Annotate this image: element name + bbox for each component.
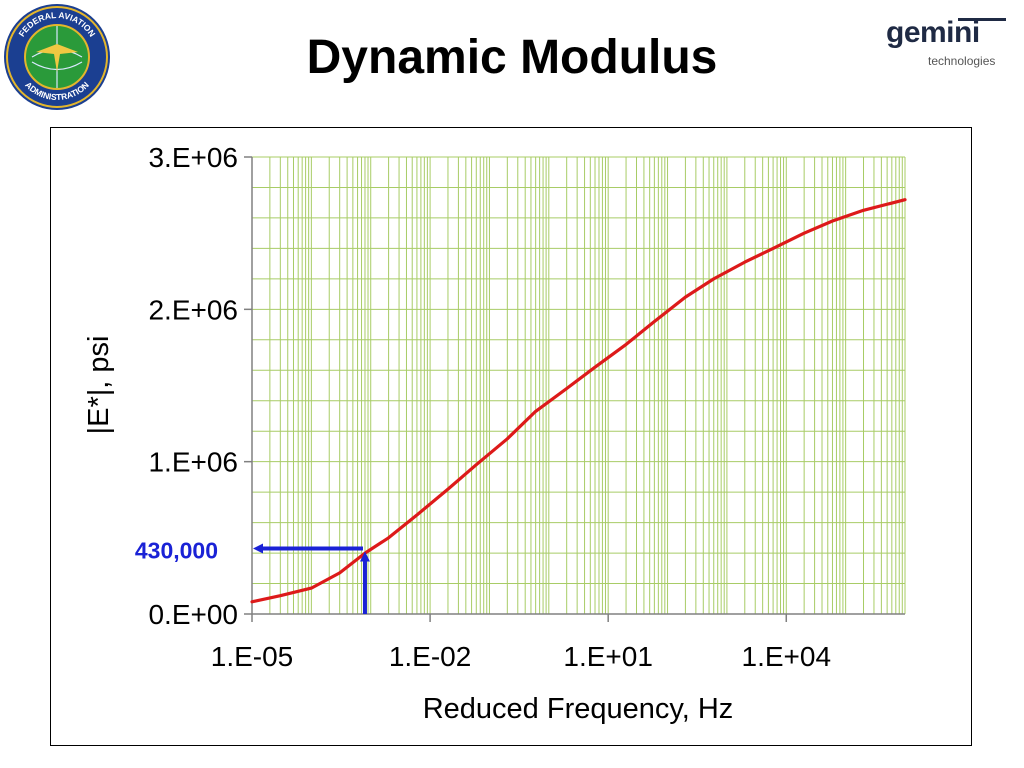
- y-tick-label: 1.E+06: [148, 447, 238, 478]
- x-tick-label: 1.E-05: [211, 641, 294, 672]
- faa-seal-icon: FEDERAL AVIATION ADMINISTRATION: [4, 4, 110, 110]
- x-tick-label: 1.E+04: [742, 641, 832, 672]
- chart-frame: [50, 127, 972, 746]
- chart-grid: [252, 156, 906, 614]
- x-tick-label: 1.E+01: [563, 641, 653, 672]
- chart-series: [250, 198, 907, 604]
- x-tick-label: 1.E-02: [389, 641, 472, 672]
- gemini-logo-sub: technologies: [928, 54, 996, 68]
- annotation-arrowhead-left: [253, 543, 263, 554]
- y-tick-label: 3.E+06: [148, 142, 238, 173]
- modulus-curve: [250, 198, 907, 604]
- annotation-label: 430,000: [135, 537, 218, 563]
- y-axis-label: |E*|, psi: [83, 336, 115, 435]
- chart-tick-labels: 0.E+00 1.E+06 2.E+06 3.E+06 1.E-05 1.E-02 1.E+…: [148, 142, 831, 672]
- gemini-logo: gemini technologies: [886, 16, 1008, 74]
- x-axis-label: Reduced Frequency, Hz: [423, 693, 734, 725]
- faa-seal-logo: FEDERAL AVIATION ADMINISTRATION: [2, 2, 112, 112]
- chart-axes: [244, 156, 905, 622]
- y-tick-label: 0.E+00: [148, 599, 238, 630]
- chart-annotation: 430,000: [135, 537, 370, 614]
- annotation-arrowhead-up: [359, 551, 370, 562]
- gemini-logo-bar: [958, 18, 1006, 21]
- y-tick-label: 2.E+06: [148, 294, 238, 325]
- slide-title: Dynamic Modulus: [306, 31, 718, 84]
- gemini-logo-word: gemini: [886, 16, 980, 49]
